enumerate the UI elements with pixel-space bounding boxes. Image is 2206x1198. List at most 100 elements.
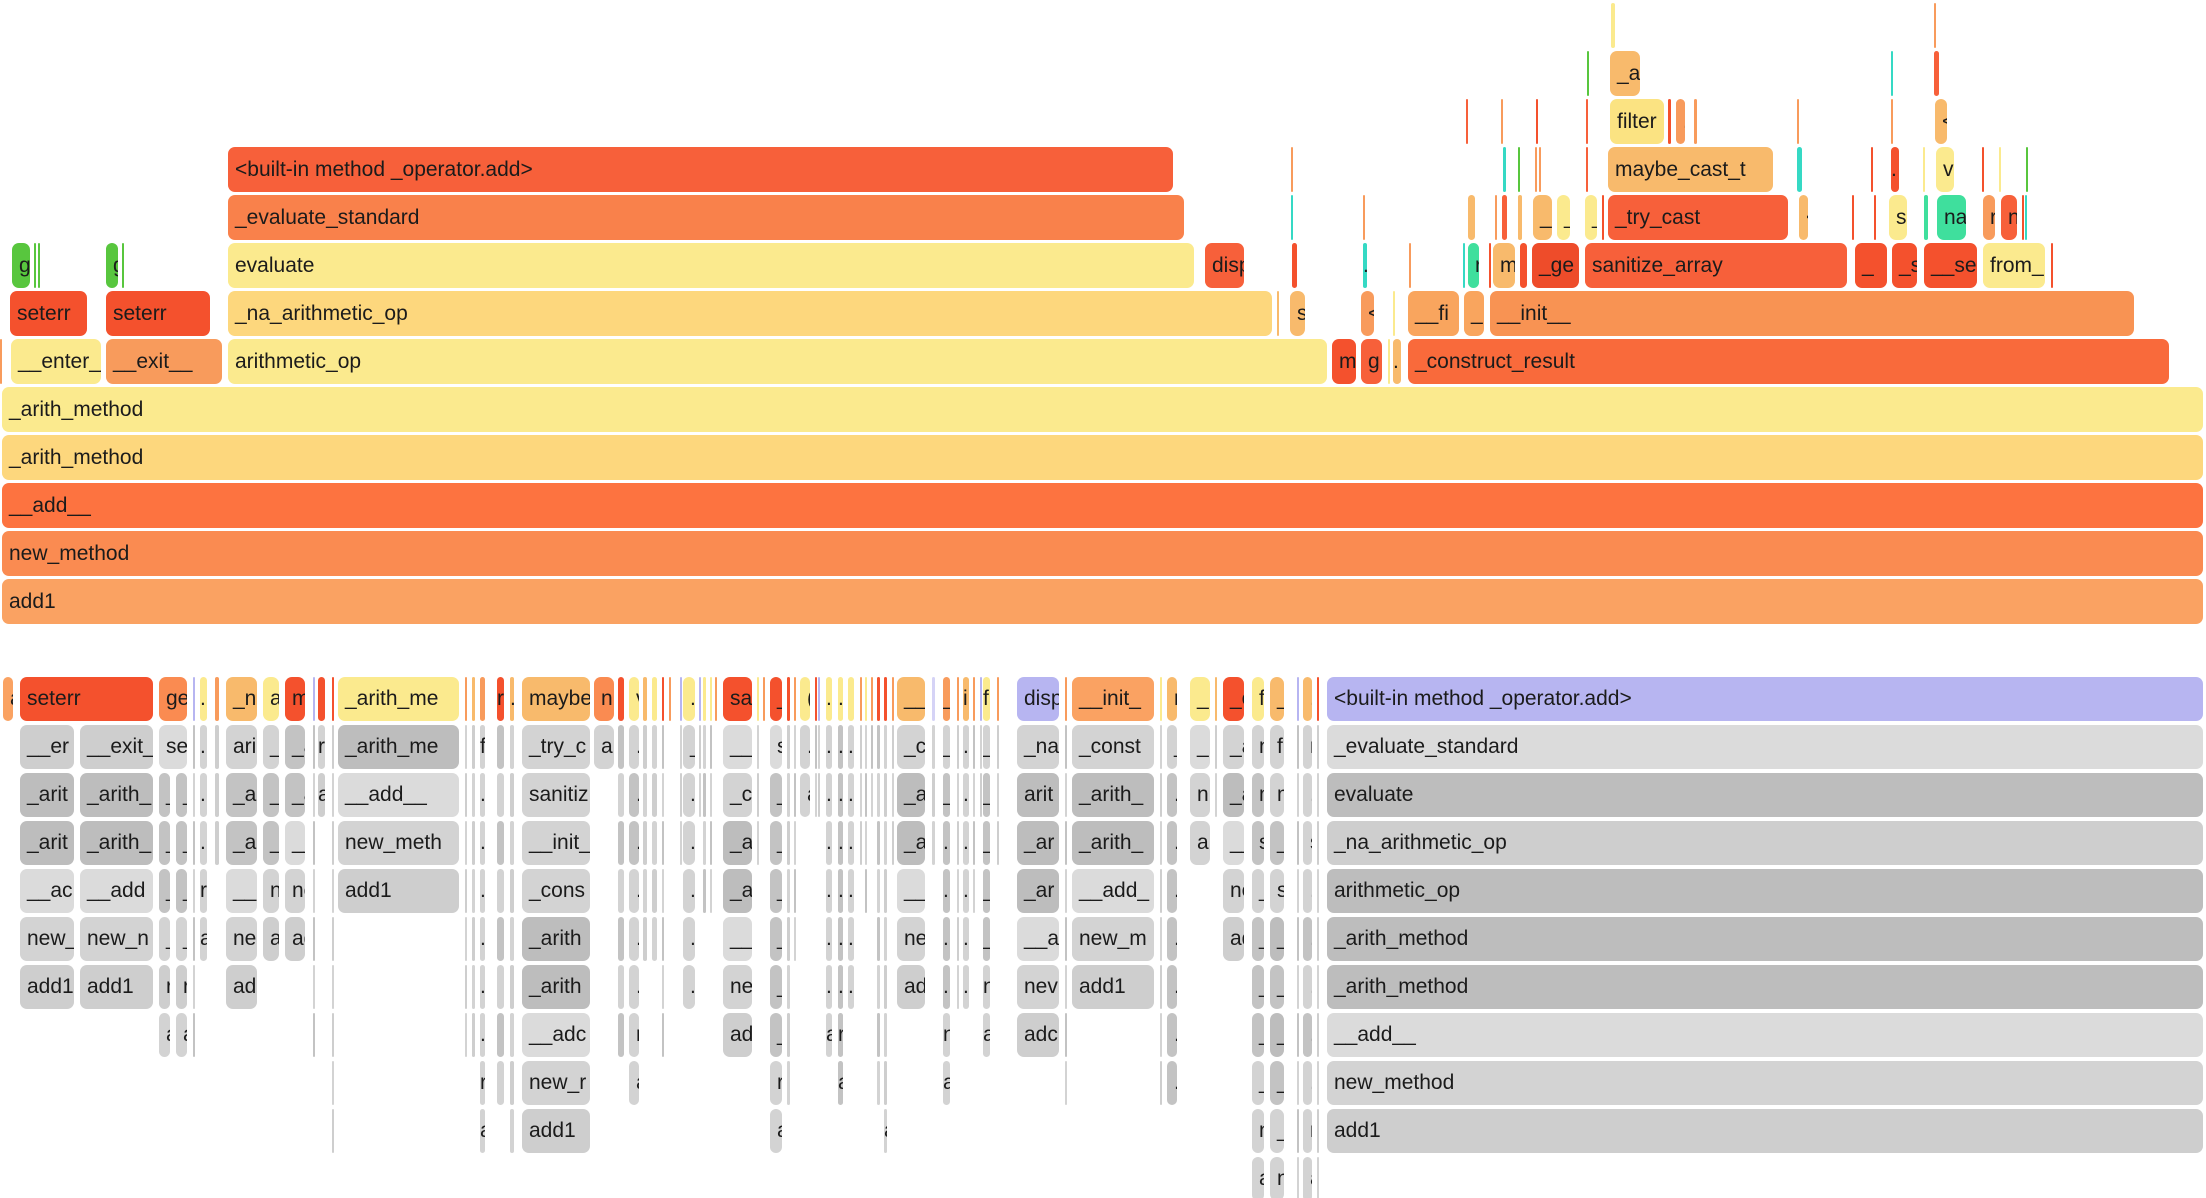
frame-sliver[interactable] bbox=[662, 773, 664, 817]
frame-sliver[interactable] bbox=[1160, 677, 1162, 721]
frame-sliver[interactable]: _ bbox=[983, 869, 990, 913]
frame-sliver[interactable]: . bbox=[826, 773, 832, 817]
frame-add1[interactable]: add1 bbox=[1327, 1109, 2203, 1153]
frame-sliver[interactable]: . bbox=[480, 917, 485, 961]
frame-sliver[interactable] bbox=[787, 917, 790, 961]
frame-sliver[interactable] bbox=[662, 725, 664, 769]
frame-sliver[interactable] bbox=[2051, 243, 2053, 288]
frame-sliver[interactable] bbox=[193, 965, 195, 1009]
frame-ar[interactable]: _ar bbox=[897, 773, 925, 817]
frame-n[interactable]: n bbox=[263, 869, 279, 913]
frame-sliver[interactable] bbox=[877, 1061, 880, 1105]
frame-sliver[interactable] bbox=[884, 773, 887, 817]
frame-sliver[interactable] bbox=[1291, 147, 1293, 192]
frame-sliver[interactable] bbox=[763, 677, 765, 721]
frame-sliver[interactable] bbox=[877, 725, 880, 769]
frame-sliver[interactable] bbox=[193, 821, 195, 865]
frame-built-in-method-operator-add[interactable]: <built-in method _operator.add> bbox=[1327, 677, 2203, 721]
frame-m[interactable]: m bbox=[1493, 243, 1515, 288]
frame-sliver[interactable] bbox=[1317, 1013, 1319, 1057]
frame-sliver[interactable]: . bbox=[480, 869, 485, 913]
frame-a[interactable]: a bbox=[594, 725, 614, 769]
frame-sliver[interactable] bbox=[884, 821, 887, 865]
frame-add1[interactable]: add1 bbox=[20, 965, 74, 1009]
frame-sliver[interactable]: . bbox=[629, 821, 639, 865]
frame-n[interactable]: n bbox=[1190, 773, 1210, 817]
frame-sliver[interactable]: . bbox=[480, 821, 485, 865]
frame-m[interactable]: m bbox=[1252, 773, 1264, 817]
frame-co[interactable]: _co bbox=[897, 725, 925, 769]
frame-a[interactable]: _a bbox=[226, 773, 257, 817]
frame-sliver[interactable] bbox=[510, 725, 514, 769]
frame-ge[interactable]: ge bbox=[159, 677, 187, 721]
frame-sliver[interactable] bbox=[510, 965, 514, 1009]
frame-maybe[interactable]: maybe bbox=[522, 677, 590, 721]
frame-sliver[interactable] bbox=[510, 1061, 514, 1105]
frame-na[interactable]: _na bbox=[1017, 725, 1059, 769]
frame-sliver[interactable]: . bbox=[1393, 339, 1401, 384]
frame-sliver[interactable] bbox=[884, 869, 887, 913]
frame-sliver[interactable] bbox=[1160, 1013, 1162, 1057]
frame-sliver[interactable] bbox=[871, 773, 873, 817]
frame-sliver[interactable] bbox=[313, 917, 315, 961]
frame-add[interactable]: __add__ bbox=[1327, 1013, 2203, 1057]
frame-sliver[interactable] bbox=[465, 965, 467, 1009]
frame-sliver[interactable] bbox=[332, 1013, 334, 1057]
frame-sliver[interactable]: . bbox=[629, 965, 639, 1009]
frame-sliver[interactable] bbox=[480, 677, 485, 721]
frame-sliver[interactable]: . bbox=[510, 677, 514, 721]
frame-sliver[interactable]: _ bbox=[159, 869, 170, 913]
frame-fi[interactable]: fi bbox=[1270, 725, 1284, 769]
frame-sliver[interactable] bbox=[997, 821, 999, 865]
frame-sliver[interactable]: _ bbox=[159, 917, 170, 961]
frame-sliver[interactable] bbox=[472, 677, 475, 721]
frame-sliver[interactable] bbox=[652, 677, 657, 721]
frame-sliver[interactable] bbox=[193, 917, 195, 961]
frame-sliver[interactable]: . bbox=[943, 965, 950, 1009]
frame-sliver[interactable] bbox=[652, 917, 657, 961]
frame-arith[interactable]: _arith_ bbox=[1072, 821, 1154, 865]
frame-sliver[interactable] bbox=[1891, 51, 1893, 96]
frame-sliver[interactable] bbox=[1518, 147, 1520, 192]
frame-r[interactable]: r bbox=[1303, 1109, 1312, 1153]
frame-sliver[interactable]: . bbox=[480, 1013, 485, 1057]
frame-sliver[interactable]: . bbox=[963, 869, 969, 913]
frame-sliver[interactable] bbox=[1297, 869, 1299, 913]
frame-sliver[interactable] bbox=[1065, 917, 1067, 961]
frame-sliver[interactable] bbox=[1518, 195, 1522, 240]
frame-arith-me[interactable]: _arith_me bbox=[338, 725, 459, 769]
frame-sliver[interactable] bbox=[1797, 147, 1802, 192]
frame-sliver[interactable] bbox=[980, 773, 982, 817]
frame-sliver[interactable] bbox=[193, 725, 195, 769]
frame-sliver[interactable] bbox=[1215, 773, 1217, 817]
frame-sliver[interactable] bbox=[1160, 917, 1162, 961]
frame-try-c[interactable]: _try_c bbox=[522, 725, 590, 769]
frame-ad[interactable]: ad bbox=[723, 1013, 752, 1057]
frame-sliver[interactable] bbox=[332, 917, 334, 961]
frame-sliver[interactable]: _ bbox=[1270, 677, 1284, 721]
frame-sliver[interactable] bbox=[318, 677, 325, 721]
frame-sliver[interactable]: . bbox=[1167, 1061, 1177, 1105]
frame-sliver[interactable]: _ bbox=[943, 725, 950, 769]
frame-sliver[interactable] bbox=[1587, 51, 1589, 96]
frame-sliver[interactable] bbox=[1317, 917, 1319, 961]
frame-sliver[interactable] bbox=[710, 821, 712, 865]
frame-nev[interactable]: nev bbox=[897, 917, 925, 961]
frame-sliver[interactable]: _ bbox=[770, 965, 782, 1009]
frame-sliver[interactable] bbox=[652, 869, 657, 913]
frame-sliver[interactable]: . bbox=[629, 773, 639, 817]
frame-sliver[interactable] bbox=[860, 773, 862, 817]
frame-sliver[interactable] bbox=[313, 965, 315, 1009]
frame-sliver[interactable]: . bbox=[963, 725, 969, 769]
frame-n[interactable]: n bbox=[1270, 1157, 1284, 1198]
frame-sliver[interactable] bbox=[1852, 195, 1854, 240]
frame-ne[interactable]: ne bbox=[1223, 869, 1244, 913]
frame-sliver[interactable] bbox=[510, 917, 514, 961]
frame-sliver[interactable]: _ bbox=[1252, 1061, 1264, 1105]
frame-sliver[interactable] bbox=[997, 725, 999, 769]
frame-sliver[interactable] bbox=[680, 773, 682, 817]
frame-a[interactable]: __a bbox=[1017, 917, 1059, 961]
frame-sliver[interactable] bbox=[1363, 195, 1365, 240]
frame-a[interactable]: a bbox=[770, 1109, 782, 1153]
frame-sliver[interactable] bbox=[465, 677, 467, 721]
